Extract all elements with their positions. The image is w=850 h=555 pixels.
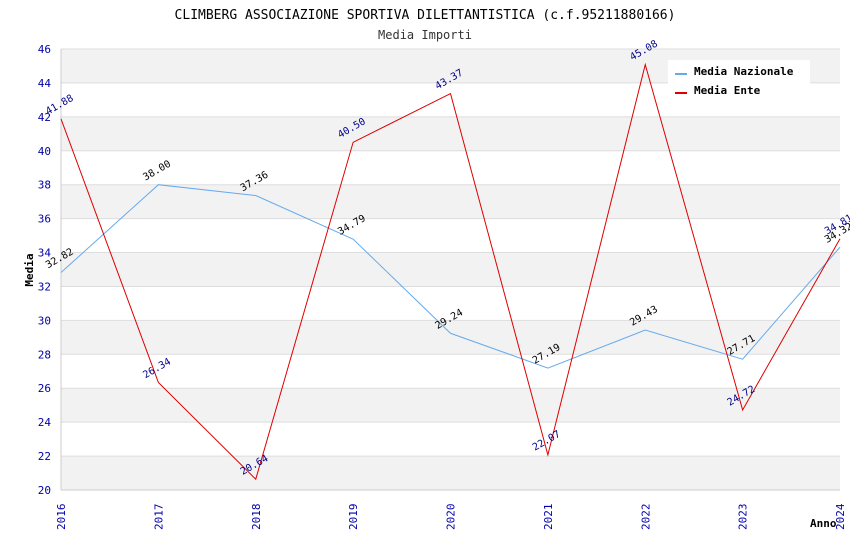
x-tick-label: 2019: [347, 504, 360, 531]
grid-band: [61, 456, 840, 490]
grid-band: [61, 354, 840, 389]
y-tick-label: 32: [38, 280, 51, 293]
y-tick-label: 40: [38, 145, 51, 158]
y-tick-label: 24: [38, 416, 52, 429]
legend: Media Nazionale Media Ente: [668, 60, 810, 101]
grid-band: [61, 388, 840, 423]
chart-title: CLIMBERG ASSOCIAZIONE SPORTIVA DILETTANT…: [175, 8, 676, 23]
x-axis-label: Anno: [810, 517, 837, 530]
grid-band: [61, 252, 840, 287]
y-tick-label: 26: [38, 382, 51, 395]
y-tick-label: 20: [38, 484, 51, 497]
x-tick-label: 2021: [542, 504, 555, 531]
y-tick-label: 30: [38, 314, 51, 327]
x-tick-label: 2024: [834, 503, 847, 530]
x-tick-label: 2022: [639, 504, 652, 531]
grid-band: [61, 218, 840, 253]
x-tick-label: 2017: [152, 504, 165, 531]
y-tick-label: 22: [38, 450, 51, 463]
legend-box: [668, 60, 810, 101]
grid-band: [61, 116, 840, 151]
chart-subtitle: Media Importi: [378, 28, 472, 42]
series-line-media-nazionale: [60, 184, 841, 369]
x-tick-label: 2018: [250, 504, 263, 531]
y-tick-label: 46: [38, 43, 51, 56]
y-tick-label: 42: [38, 111, 51, 124]
series-line-media-ente: [60, 62, 841, 481]
y-tick-label: 44: [38, 77, 52, 90]
y-tick-label: 38: [38, 179, 51, 192]
y-tick-label: 28: [38, 348, 51, 361]
y-tick-label: 36: [38, 213, 51, 226]
grid-band: [61, 422, 840, 457]
legend-entry: Media Ente: [694, 84, 761, 97]
grid-band: [61, 150, 840, 185]
legend-entry: Media Nazionale: [694, 65, 794, 78]
y-axis-label: Media: [23, 253, 36, 286]
y-tick-label: 34: [38, 247, 52, 260]
x-tick-label: 2016: [55, 504, 68, 531]
x-tick-label: 2023: [737, 504, 750, 531]
grid-band: [61, 286, 840, 321]
grid-band: [61, 184, 840, 219]
x-tick-label: 2020: [445, 504, 458, 531]
grid-band: [61, 320, 840, 355]
